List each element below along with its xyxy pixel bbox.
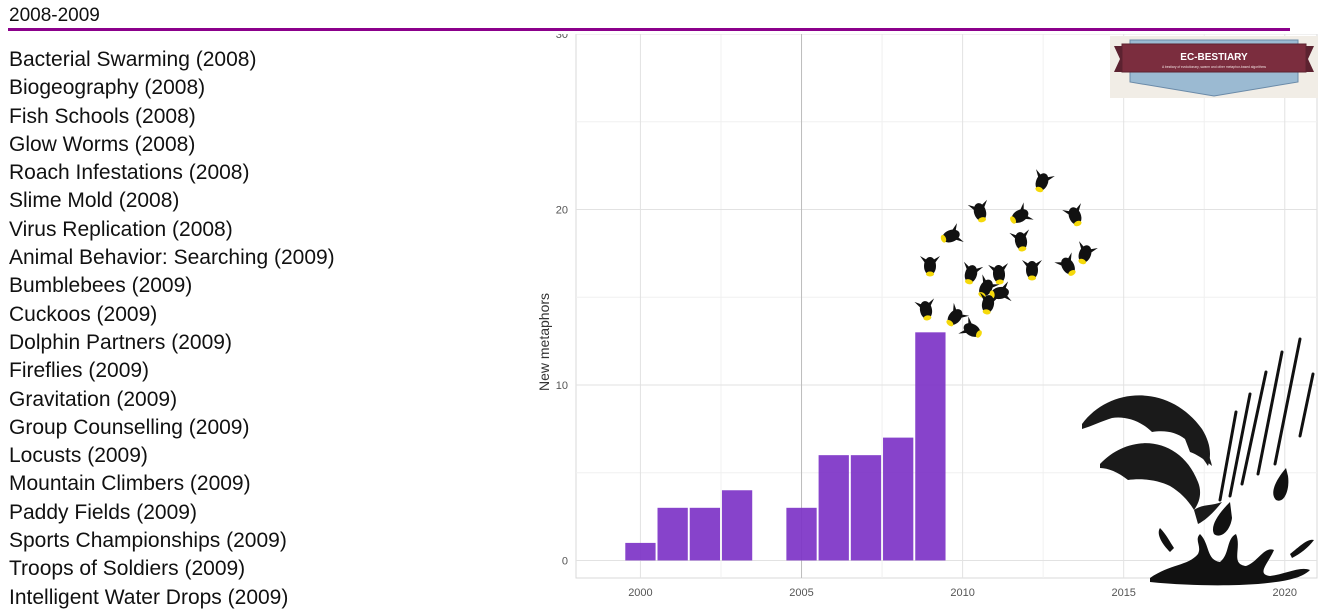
splash-icon — [1150, 528, 1314, 586]
ec-bestiary-logo: EC-BESTIARY A bestiary of evolutionary, … — [1110, 36, 1318, 98]
metaphor-list-item: Roach Infestations (2008) — [9, 161, 250, 185]
bar — [721, 490, 753, 561]
x-tick-label: 2020 — [1273, 587, 1297, 598]
firefly-icon — [1062, 203, 1082, 227]
logo-tagline: A bestiary of evolutionary, swarm and ot… — [1162, 65, 1266, 69]
metaphor-list-item: Virus Replication (2008) — [9, 217, 233, 241]
metaphor-list-item: Mountain Climbers (2009) — [9, 472, 251, 496]
plot-panel — [575, 34, 1318, 579]
metaphor-list-item: Dolphin Partners (2009) — [9, 330, 232, 354]
bar-layer — [625, 332, 946, 561]
metaphor-list-item: Group Counselling (2009) — [9, 415, 250, 439]
firefly-icon — [967, 199, 988, 223]
bar — [883, 437, 914, 561]
y-tick-label: 10 — [556, 380, 568, 392]
dolphin-icon — [1082, 395, 1222, 524]
firefly-icon — [979, 292, 1000, 315]
firefly-icon — [1035, 169, 1055, 193]
firefly-icon — [1009, 229, 1030, 252]
title-rule — [8, 28, 1290, 31]
slide-title: 2008-2009 — [9, 5, 100, 26]
y-axis-label: New metaphors — [536, 293, 552, 391]
firefly-icon — [920, 256, 940, 277]
firefly-icon — [914, 298, 935, 321]
metaphor-list-item: Bumblebees (2009) — [9, 274, 193, 298]
bar — [625, 542, 656, 561]
x-tick-label: 2010 — [950, 587, 974, 598]
metaphor-list-item: Troops of Soldiers (2009) — [9, 557, 246, 581]
metaphor-list-item: Bacterial Swarming (2008) — [9, 48, 257, 71]
x-tick-label: 2000 — [628, 587, 652, 598]
firefly-icon — [988, 263, 1009, 285]
bar — [818, 455, 849, 561]
logo-title: EC-BESTIARY — [1180, 52, 1248, 63]
metaphor-list-item: Paddy Fields (2009) — [9, 500, 197, 524]
firefly-icon — [1078, 241, 1098, 265]
y-tick-label: 20 — [556, 204, 568, 216]
metaphor-list-item: Slime Mold (2008) — [9, 189, 180, 213]
firefly-icon — [1054, 252, 1076, 276]
firefly-swarm — [914, 169, 1098, 338]
firefly-icon — [940, 223, 964, 243]
firefly-icon — [1010, 202, 1034, 224]
firefly-icon — [963, 261, 984, 285]
grid-layer — [575, 34, 1318, 579]
metaphor-list-item: Glow Worms (2008) — [9, 132, 196, 156]
firefly-icon — [958, 316, 982, 338]
firefly-icon — [946, 302, 970, 327]
metaphor-list-item: Gravitation (2009) — [9, 387, 178, 411]
metaphor-list-item: Locusts (2009) — [9, 444, 148, 468]
bar — [786, 507, 817, 561]
x-tick-label: 2005 — [789, 587, 813, 598]
metaphor-list-item: Cuckoos (2009) — [9, 302, 158, 326]
bar-chart: 0 10 20 30 2000 2005 2010 2015 2020 New metaphor… — [536, 34, 1318, 598]
metaphor-list-item: Sports Championships (2009) — [9, 529, 287, 553]
metaphor-list-item: Animal Behavior: Searching (2009) — [9, 246, 335, 270]
bar — [657, 507, 688, 561]
bar — [689, 507, 721, 561]
water-drop-icon — [1218, 337, 1315, 502]
bar — [850, 455, 882, 561]
x-tick-label: 2015 — [1111, 587, 1135, 598]
y-tick-label: 0 — [562, 555, 568, 567]
metaphor-list: Bacterial Swarming (2008) Biogeography (2… — [9, 46, 335, 612]
metaphor-list-item: Fish Schools (2008) — [9, 104, 196, 128]
water-drop-icon — [1212, 468, 1289, 536]
bar — [915, 332, 946, 561]
firefly-icon — [1022, 260, 1042, 281]
y-tick-label: 30 — [556, 34, 568, 41]
metaphor-list-item: Biogeography (2008) — [9, 76, 206, 100]
firefly-icon — [989, 281, 1012, 302]
tick-layer: 0 10 20 30 2000 2005 2010 2015 2020 — [556, 34, 1297, 598]
metaphor-list-item: Fireflies (2009) — [9, 359, 150, 383]
